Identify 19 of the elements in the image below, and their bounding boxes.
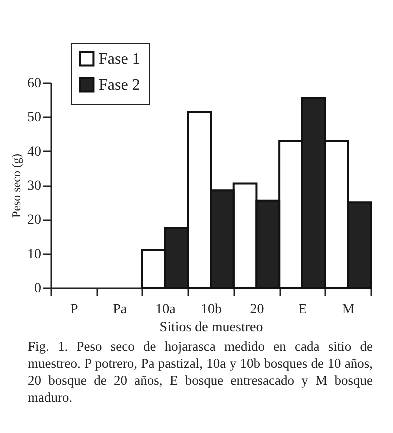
y-tick-label: 30 [28, 179, 42, 194]
caption: Fig. 1. Peso seco de hojarasca medido en cada sitio de muestreo. P potrero, Pa pastizal, 10a y 10b bosques de 10 años, 20 bosque de 20 años, E bosque entresacado y M bosque maduro. [28, 338, 373, 406]
y-tick-label: 0 [34, 282, 42, 296]
y-tick-label: 20 [28, 213, 42, 228]
x-tick-label: E [298, 302, 308, 318]
x-tick-label: 10b [201, 302, 222, 318]
y-tick-label: 10 [28, 247, 42, 262]
legend-label: Fase 1 [99, 51, 140, 68]
x-axis-title: Sitios de muestreo [160, 320, 264, 336]
y-tick-label: 60 [28, 76, 42, 92]
x-tick-label: 20 [250, 302, 264, 318]
x-tick-label: Pa [113, 302, 128, 318]
y-tick-label: 50 [28, 110, 42, 126]
x-tick-label: 10a [156, 302, 177, 318]
x-tick-label: P [70, 302, 78, 318]
x-tick-label: M [342, 302, 356, 318]
legend-label: Fase 2 [99, 77, 140, 94]
y-tick-label: 40 [28, 144, 42, 160]
y-axis-title: Peso seco (g) [10, 154, 24, 218]
